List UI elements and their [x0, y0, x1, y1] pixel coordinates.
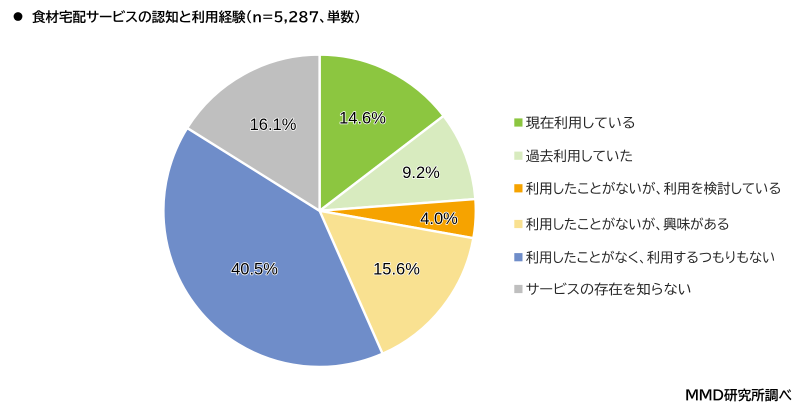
svg-text:16.1%: 16.1%	[250, 116, 297, 134]
svg-text:40.5%: 40.5%	[231, 260, 278, 278]
svg-text:15.6%: 15.6%	[373, 261, 420, 279]
svg-text:9.2%: 9.2%	[402, 164, 440, 182]
svg-text:14.6%: 14.6%	[339, 110, 386, 128]
svg-text:4.0%: 4.0%	[420, 210, 458, 228]
